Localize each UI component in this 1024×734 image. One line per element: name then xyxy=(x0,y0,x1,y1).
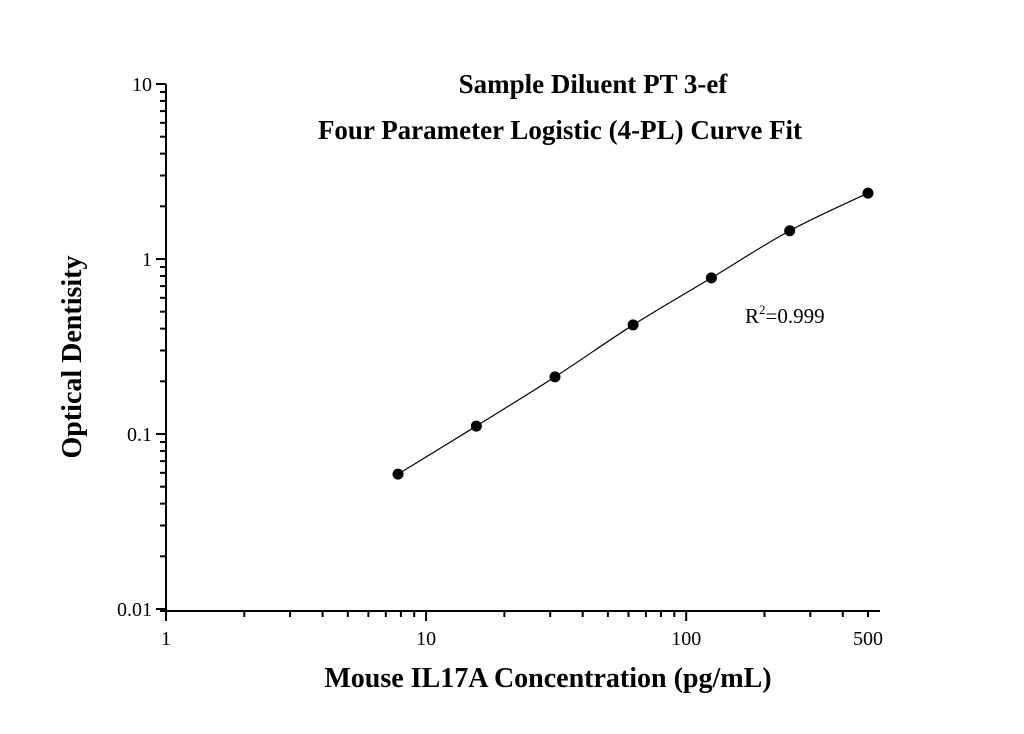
x-tick-label: 1 xyxy=(161,628,171,650)
data-point xyxy=(549,371,561,383)
data-point xyxy=(784,225,796,237)
data-point xyxy=(862,187,874,199)
y-tick-label: 1 xyxy=(142,249,152,271)
y-tick-label: 0.1 xyxy=(127,424,152,446)
chart-subtitle: Four Parameter Logistic (4-PL) Curve Fit xyxy=(318,115,802,145)
data-points xyxy=(392,187,874,480)
y-tick-label: 10 xyxy=(132,74,152,96)
axes: 1 10 100 500 0.01 0.1 1 10 xyxy=(117,74,883,650)
y-axis-label: Optical Dentisity xyxy=(57,256,88,459)
r-squared-annotation: R2=0.999 xyxy=(745,302,825,328)
x-axis-label: Mouse IL17A Concentration (pg/mL) xyxy=(324,663,771,694)
chart-title: Sample Diluent PT 3-ef xyxy=(459,69,729,99)
y-tick-label: 0.01 xyxy=(117,599,152,621)
fit-curve-path xyxy=(397,192,869,475)
x-tick-label: 500 xyxy=(853,628,883,650)
data-point xyxy=(470,420,482,432)
fit-curve xyxy=(397,192,869,475)
x-tick-label: 10 xyxy=(416,628,436,650)
x-tick-label: 100 xyxy=(671,628,701,650)
data-point xyxy=(392,468,404,480)
data-point xyxy=(627,319,639,331)
data-point xyxy=(705,272,717,284)
